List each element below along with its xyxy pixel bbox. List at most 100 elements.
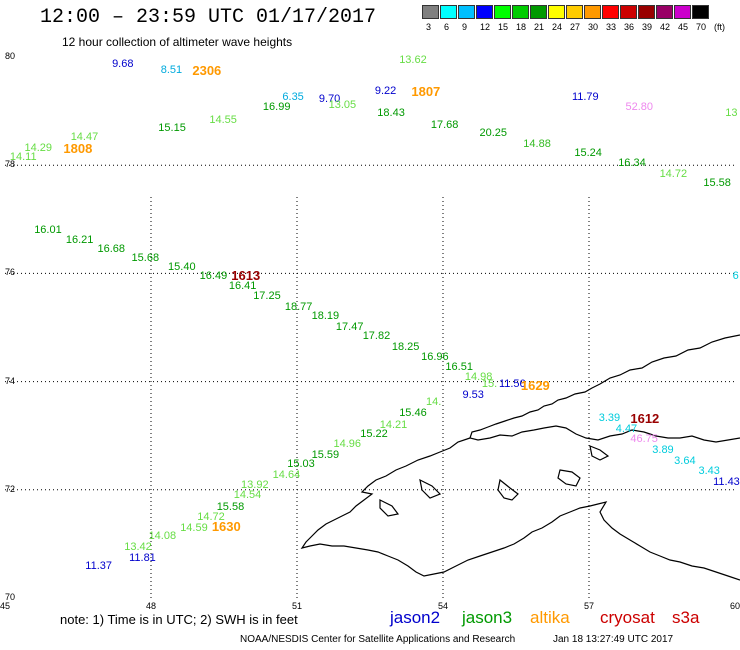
legend-swatch bbox=[440, 5, 457, 19]
wave-height-value: 14.64 bbox=[272, 469, 301, 482]
wave-height-value: 1808 bbox=[63, 140, 93, 156]
coastline-south-island bbox=[300, 437, 740, 581]
wave-height-value: 2306 bbox=[192, 62, 222, 78]
wave-height-value: 14.72 bbox=[659, 167, 688, 180]
wave-height-value: 16.49 bbox=[199, 270, 228, 283]
wave-height-value: 11.43 bbox=[713, 475, 740, 488]
wave-height-value: 17.25 bbox=[253, 290, 281, 303]
legend-swatch bbox=[548, 5, 565, 19]
wave-height-value: 18.43 bbox=[377, 106, 405, 119]
satellite-jason3: jason3 bbox=[462, 608, 513, 627]
wave-height-value: 14.54 bbox=[233, 489, 262, 502]
wave-height-value: 13.92 bbox=[241, 479, 269, 491]
wave-height-value: 17.68 bbox=[430, 119, 459, 132]
legend-swatch bbox=[476, 5, 493, 19]
longitude-label: 60 bbox=[730, 601, 740, 611]
coastline-detail-4 bbox=[419, 478, 442, 499]
color-legend bbox=[422, 5, 710, 19]
longitude-label: 51 bbox=[292, 601, 303, 611]
wave-height-value: 11.79 bbox=[571, 90, 599, 103]
latitude-label: 70 bbox=[5, 592, 16, 602]
wave-height-value: 14.72 bbox=[197, 510, 225, 523]
satellite-s3a: s3a bbox=[672, 608, 700, 627]
wave-height-value: 11.37 bbox=[85, 559, 113, 572]
legend-swatch bbox=[530, 5, 547, 19]
wave-height-value: 11.81 bbox=[129, 552, 156, 565]
wave-height-value: 15.58 bbox=[703, 177, 731, 190]
footer-timestamp: Jan 18 13:27:49 UTC 2017 bbox=[553, 634, 674, 645]
wave-height-value: 14.29 bbox=[24, 141, 52, 154]
latitude-label: 80 bbox=[5, 51, 16, 61]
longitude-label: 48 bbox=[146, 601, 157, 611]
wave-height-value: 14.59 bbox=[180, 521, 208, 534]
wave-height-value: 16.99 bbox=[262, 101, 291, 114]
wave-height-value: 15.58 bbox=[216, 500, 245, 513]
legend-swatch bbox=[422, 5, 439, 19]
wave-height-value: 1807 bbox=[411, 84, 441, 100]
wave-height-value: 18.77 bbox=[284, 301, 313, 314]
legend-label: (ft) bbox=[714, 22, 725, 32]
wave-height-value: 3.43 bbox=[698, 465, 720, 478]
legend-swatch bbox=[692, 5, 709, 19]
coastline bbox=[300, 334, 740, 581]
wave-height-value: 14.98 bbox=[464, 371, 493, 384]
wave-height-value: 16.21 bbox=[65, 233, 94, 246]
wave-height-value: 9.53 bbox=[462, 389, 484, 402]
wave-height-value: 15.03 bbox=[287, 458, 315, 471]
wave-height-value: 20.25 bbox=[479, 127, 508, 140]
legend-label: 39 bbox=[642, 22, 653, 32]
wave-height-value: 14.11 bbox=[9, 151, 37, 164]
chart-title: 12:00 – 23:59 UTC 01/17/2017 bbox=[40, 6, 377, 29]
longitude-label: 57 bbox=[584, 601, 595, 611]
legend-label: 15 bbox=[498, 22, 509, 32]
legend-label: 70 bbox=[696, 22, 707, 32]
wave-height-value: 14.47 bbox=[70, 130, 99, 143]
wave-height-value: 14.55 bbox=[209, 113, 237, 126]
wave-height-value: 16.96 bbox=[421, 350, 449, 363]
footer-credit: NOAA/NESDIS Center for Satellite Applica… bbox=[240, 634, 516, 645]
satellite-jason2: jason2 bbox=[390, 608, 441, 627]
legend-label: 27 bbox=[570, 22, 581, 32]
wave-height-value: 1613 bbox=[231, 267, 261, 283]
legend-swatch bbox=[602, 5, 619, 19]
wave-height-value: 13.62 bbox=[399, 53, 427, 66]
wave-height-value: 3.64 bbox=[674, 455, 696, 468]
legend-label: 24 bbox=[552, 22, 563, 32]
wave-height-value: 46.75 bbox=[630, 433, 658, 446]
wave-height-value: 16.41 bbox=[228, 279, 257, 292]
color-legend-labels: 3 6 9 12 15 18 21 24 27 30 33 36 39 42 45 70 (ft) bbox=[422, 22, 740, 34]
wave-height-value: 16.34 bbox=[618, 156, 646, 169]
wave-height-value: 6 bbox=[732, 270, 739, 283]
legend-swatch bbox=[620, 5, 637, 19]
wave-height-value: 11.56 bbox=[498, 378, 526, 391]
coastline-detail-5 bbox=[379, 499, 400, 517]
wave-height-value: 15.68 bbox=[131, 251, 160, 264]
legend-swatch bbox=[674, 5, 691, 19]
legend-swatch bbox=[494, 5, 511, 19]
wave-height-value: 3.89 bbox=[652, 444, 674, 457]
legend-label: 3 bbox=[426, 22, 432, 32]
wave-height-value: 9.70 bbox=[318, 93, 341, 106]
satellite-cryosat: cryosat bbox=[600, 608, 655, 627]
wave-height-value: 18.19 bbox=[311, 310, 340, 323]
wave-height-value: 16.01 bbox=[34, 224, 62, 237]
graticule bbox=[5, 164, 735, 598]
legend-label: 36 bbox=[624, 22, 635, 32]
legend-label: 30 bbox=[588, 22, 599, 32]
legend-swatch bbox=[584, 5, 601, 19]
wave-height-value: 15.46 bbox=[399, 407, 427, 420]
wave-height-value: 52.80 bbox=[625, 101, 654, 114]
chart-subtitle: 12 hour collection of altimeter wave hei… bbox=[62, 35, 293, 49]
wave-height-value: 13.42 bbox=[124, 541, 152, 554]
legend-swatch bbox=[566, 5, 583, 19]
legend-label: 6 bbox=[444, 22, 450, 32]
wave-height-value: 18.25 bbox=[391, 340, 420, 353]
wave-height-value: 17.47 bbox=[335, 320, 364, 333]
wave-height-value: 14.08 bbox=[148, 530, 177, 543]
legend-label: 12 bbox=[480, 22, 491, 32]
wave-height-value: 13 bbox=[725, 106, 738, 119]
wave-height-value: 8.51 bbox=[160, 63, 183, 76]
legend-label: 33 bbox=[606, 22, 617, 32]
latitude-label: 78 bbox=[5, 159, 16, 170]
